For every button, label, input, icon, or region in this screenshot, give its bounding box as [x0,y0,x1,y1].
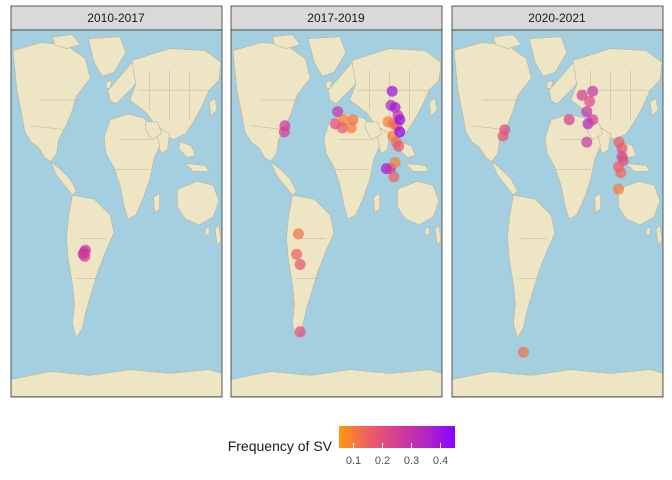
legend-colorbar [339,426,455,448]
map-point [518,346,529,358]
facet-label: 2010-2017 [87,11,145,25]
map-point [291,248,303,260]
legend-tick-label: 0.1 [346,455,361,467]
map-point [336,122,348,134]
color-legend: Frequency of SV 0.1 0.2 0.3 0.4 [228,426,455,467]
world-map [231,30,442,397]
panel-border [10,29,223,398]
map-point [389,157,401,168]
map-point [584,95,596,107]
map-point [394,114,406,126]
facet-strip [451,5,664,31]
map-point [345,122,357,134]
map-point [616,142,628,154]
map-point [332,106,344,118]
map-point [278,126,290,138]
map-point [294,326,306,338]
map-point [388,171,400,183]
facet-points [77,244,91,262]
map-point [587,114,599,126]
facet-label: 2017-2019 [307,11,365,25]
map-point [79,250,91,262]
map-point [338,114,349,126]
map-point [581,106,593,118]
map-point [581,136,593,148]
world-map [452,30,663,397]
facet-label: 2020-2021 [528,11,586,25]
map-point [294,259,306,270]
legend-tick-label: 0.3 [404,455,419,467]
legend-tick-label: 0.2 [375,455,390,467]
facet-2010-2017: 2010-2017 [10,5,223,398]
facet-2020-2021: 2020-2021 [451,5,664,398]
map-point [497,130,509,142]
map-point [576,89,588,101]
map-point [347,114,359,126]
map-point [292,228,304,240]
map-point [386,85,398,97]
map-point [394,126,406,138]
legend-title: Frequency of SV [228,438,333,454]
facet-points [497,85,629,358]
legend-tick-label: 0.4 [433,455,448,467]
map-point [613,183,624,195]
facet-points [278,85,406,338]
map-point [563,114,575,126]
map-point [615,167,627,179]
panel-border [230,29,443,398]
panel-border [451,29,664,398]
world-map [11,30,222,397]
facet-2017-2019: 2017-2019 [230,5,443,398]
map-point [587,85,599,97]
facet-strip [10,5,223,31]
map-point [616,150,628,162]
map-point [393,140,405,152]
legend-ticks: 0.1 0.2 0.3 0.4 [346,443,448,467]
